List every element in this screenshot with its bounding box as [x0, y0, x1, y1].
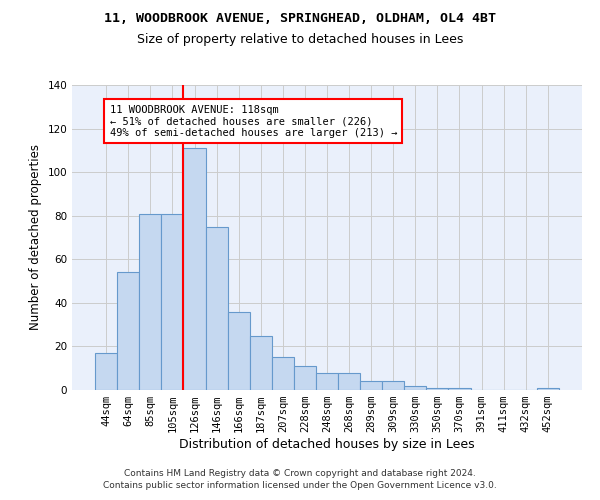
Bar [338, 372, 360, 390]
Text: 11, WOODBROOK AVENUE, SPRINGHEAD, OLDHAM, OL4 4BT: 11, WOODBROOK AVENUE, SPRINGHEAD, OLDHAM… [104, 12, 496, 26]
Text: Size of property relative to detached houses in Lees: Size of property relative to detached ho… [137, 32, 463, 46]
X-axis label: Distribution of detached houses by size in Lees: Distribution of detached houses by size … [179, 438, 475, 451]
Text: 11 WOODBROOK AVENUE: 118sqm
← 51% of detached houses are smaller (226)
49% of se: 11 WOODBROOK AVENUE: 118sqm ← 51% of det… [110, 104, 397, 138]
Bar [206, 226, 227, 390]
Text: Contains HM Land Registry data © Crown copyright and database right 2024.
Contai: Contains HM Land Registry data © Crown c… [103, 468, 497, 490]
Bar [227, 312, 250, 390]
Bar [161, 214, 184, 390]
Bar [272, 358, 294, 390]
Bar [360, 382, 382, 390]
Bar [404, 386, 427, 390]
Bar [95, 353, 117, 390]
Bar [448, 388, 470, 390]
Bar [537, 388, 559, 390]
Bar [184, 148, 206, 390]
Bar [294, 366, 316, 390]
Bar [382, 382, 404, 390]
Bar [250, 336, 272, 390]
Bar [316, 372, 338, 390]
Y-axis label: Number of detached properties: Number of detached properties [29, 144, 42, 330]
Bar [139, 214, 161, 390]
Bar [427, 388, 448, 390]
Bar [117, 272, 139, 390]
